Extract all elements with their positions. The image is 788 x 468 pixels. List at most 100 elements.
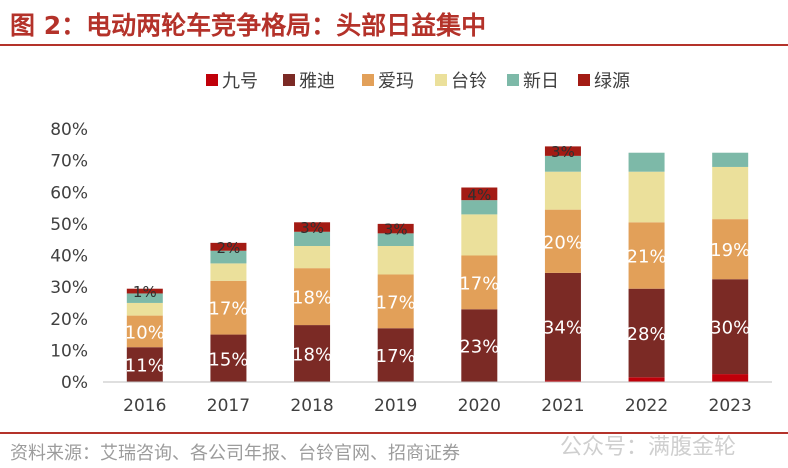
bar-segment [210,334,247,382]
legend-swatch [206,74,218,86]
legend-swatch [283,74,295,86]
bar-segment [377,223,414,234]
y-tick-label: 60% [50,183,88,203]
x-tick-label: 2017 [207,396,250,416]
bar-segment [628,171,665,223]
y-tick-label: 10% [50,341,88,361]
x-tick-label: 2020 [458,396,501,416]
bar-segment [377,233,414,247]
bar-segment [126,302,163,316]
y-tick-label: 80% [50,120,88,140]
bar-segment [544,380,581,382]
bar-segment [461,309,498,382]
bar-segment [377,246,414,275]
bar-segment [126,347,163,382]
bar-segment [628,288,665,378]
legend-swatch [507,74,519,86]
y-tick-label: 70% [50,152,88,172]
bar-segment [126,288,163,294]
legend-label: 绿源 [594,71,630,92]
bar-segment [628,377,665,382]
legend-label: 雅迪 [299,71,335,92]
bar-segment [294,246,331,269]
data-label: 3% [551,143,575,161]
legend-label: 爱玛 [378,71,414,92]
title-divider [0,44,788,46]
bar-segment [628,222,665,289]
data-label: 30% [710,318,750,339]
legend-label: 九号 [222,71,258,92]
bar-segment [294,231,331,247]
y-tick-label: 0% [61,373,88,393]
bar-segment [294,222,331,232]
x-tick-label: 2021 [541,396,584,416]
data-label: 18% [292,288,332,309]
chart-legend: 九号 雅迪 爱玛 台铃 新日 绿源 [206,71,630,92]
bar-segment [210,250,247,264]
data-label: 17% [459,273,499,294]
bar-segment [294,325,331,382]
bar-segment [210,280,247,335]
data-label: 4% [467,186,491,204]
x-tick-label: 2018 [290,396,333,416]
data-label: 34% [543,318,583,339]
data-label: 1% [133,283,157,301]
figure-title: 图 2：电动两轮车竞争格局：头部日益集中 [10,11,487,40]
bar-segment [712,279,749,375]
bar-segment [461,214,498,256]
source-note: 资料来源：艾瑞咨询、各公司年报、台铃官网、招商证券 [10,443,460,464]
watermark-text: 公众号：满腹金轮 [560,435,737,460]
y-axis: 0% 10% 20% 30% 40% 50% 60% 70% 80% [50,120,88,393]
legend-swatch [435,74,447,86]
data-label: 23% [459,337,499,358]
data-label: 15% [208,349,248,370]
bars-area: 11% 10% 1% 15% 17% 2% 18% 18% 3% 17% 17% 3% 23% 17% 4%… [125,143,750,382]
y-tick-label: 30% [50,278,88,298]
bar-segment [712,219,749,280]
data-label: 17% [376,292,416,313]
data-label: 17% [208,299,248,320]
data-label: 28% [627,324,667,345]
bar-segment [544,171,581,210]
bar-segment [712,374,749,382]
bar-segment [210,242,247,251]
bar-segment [544,209,581,273]
legend-label: 台铃 [451,71,487,92]
bar-segment [712,166,749,220]
data-label: 18% [292,345,332,366]
bar-segment [712,152,749,167]
bar-segment [377,274,414,329]
bar-segment [126,293,163,303]
legend-label: 新日 [523,71,559,92]
data-label: 11% [125,356,165,377]
bar-segment [628,152,665,172]
legend-swatch [578,74,590,86]
x-tick-label: 2019 [374,396,417,416]
source-divider [0,432,788,434]
y-tick-label: 50% [50,215,88,235]
bar-segment [377,328,414,382]
bar-segment [126,315,163,348]
data-label: 3% [300,219,324,237]
bar-segment [544,272,581,381]
data-label: 21% [627,247,667,268]
x-tick-label: 2022 [625,396,668,416]
x-tick-label: 2023 [709,396,752,416]
bar-segment [544,146,581,156]
y-tick-label: 40% [50,247,88,267]
data-label: 2% [217,239,241,257]
y-tick-label: 20% [50,310,88,330]
bar-segment [210,263,247,281]
bar-segment [461,187,498,201]
x-axis: 2016 2017 2018 2019 2020 2021 2022 2023 [103,381,772,416]
bar-segment [544,155,581,172]
data-label: 3% [384,221,408,239]
bar-segment [461,200,498,215]
bar-segment [461,255,498,310]
legend-swatch [362,74,374,86]
x-tick-label: 2016 [123,396,166,416]
bar-segment [294,268,331,326]
data-label: 10% [125,322,165,343]
